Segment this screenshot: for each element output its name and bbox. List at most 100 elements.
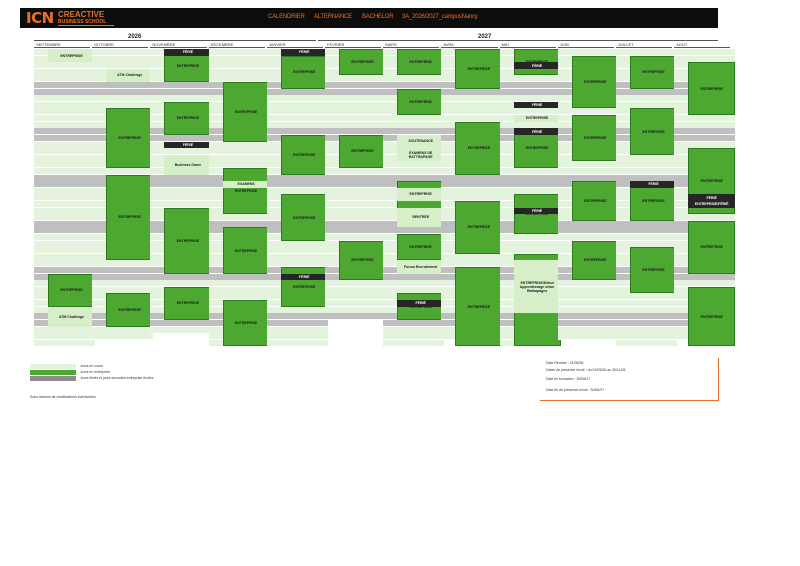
day-row: [616, 326, 677, 334]
day-row: [266, 108, 328, 116]
event-ferie: FÉRIÉ: [397, 300, 445, 307]
block-label: ENTREPRISE: [293, 152, 316, 157]
day-row: [383, 161, 445, 169]
day-row: [34, 247, 95, 255]
entreprise-block: ENTREPRISE: [106, 174, 154, 261]
legend-swatch-entreprise: [30, 370, 76, 375]
day-row: [150, 181, 212, 189]
day-row: [325, 293, 386, 301]
legend-text-3: Jours fériés et jours accordés entrepris…: [80, 376, 154, 380]
day-row: [325, 187, 386, 195]
day-row: [34, 134, 95, 142]
day-row: [616, 293, 677, 301]
day-row: [34, 214, 95, 222]
entreprise-block: ENTREPRISE: [630, 108, 677, 155]
logo-line-1: CREACTIVE: [58, 10, 105, 19]
day-row: [383, 121, 445, 129]
block-label: ENTREPRISE: [118, 215, 141, 220]
day-row: [499, 95, 561, 103]
day-row: [150, 88, 212, 96]
legend-swatch-ferie: [30, 376, 76, 381]
day-row: [92, 273, 154, 281]
day-row: [325, 214, 386, 222]
day-row: [383, 333, 445, 341]
day-row: [616, 319, 677, 327]
entreprise-block: ENTREPRISE: [571, 55, 619, 109]
day-row: [383, 115, 445, 123]
entreprise-block: ENTREPRISE: [222, 227, 270, 274]
event-ferie: FÉRIÉ: [513, 207, 561, 215]
block-label: ENTREPRISE: [642, 129, 665, 134]
day-row: [266, 121, 328, 129]
event-label: ENTREPRISE: [525, 116, 549, 121]
info-line-2: Dates de présence école : du 01/09/26 au…: [546, 368, 626, 372]
day-row: [616, 227, 677, 235]
entreprise-block: ENTREPRISE: [397, 49, 445, 76]
day-row: [499, 121, 561, 129]
block-label: ENTREPRISE: [176, 116, 200, 121]
day-row: [325, 95, 386, 103]
day-row: [92, 88, 154, 96]
event-ferie: FÉRIÉ: [280, 49, 328, 56]
info-line-3: Date fin formation : 30/06/27: [546, 377, 591, 381]
event-label: FÉRIÉ: [415, 301, 426, 306]
day-row: [441, 181, 503, 189]
day-row: [557, 326, 619, 334]
day-row: [34, 187, 95, 195]
day-row: [266, 333, 328, 341]
block-label: ENTREPRISE: [176, 63, 200, 68]
day-row: [34, 68, 95, 76]
day-row: [674, 134, 736, 142]
day-row: [383, 326, 445, 334]
day-row: [616, 174, 677, 182]
day-row: [208, 62, 270, 70]
day-row: [34, 174, 95, 182]
day-row: [557, 313, 619, 321]
year-bar-2027: [318, 40, 718, 41]
day-row: [266, 101, 328, 109]
event-label: RENTRÉE: [412, 215, 430, 220]
event-label: FÉRIÉ: [299, 50, 310, 55]
day-row: [208, 154, 270, 162]
logo-mark: ICN: [26, 9, 54, 27]
event-forum: Forum Recrutement: [397, 260, 445, 274]
day-row: [325, 121, 386, 129]
day-row: [34, 267, 95, 275]
day-row: [674, 214, 736, 222]
block-label: ENTREPRISE: [525, 212, 549, 217]
month-header-6: MARS: [383, 42, 440, 48]
day-row: [325, 227, 386, 235]
entreprise-block: ENTREPRISE: [688, 62, 736, 116]
day-row: [557, 300, 619, 308]
day-row: [441, 95, 503, 103]
event-label: SOUTENANCE: [408, 139, 433, 144]
entreprise-block: ENTREPRISE: [397, 293, 445, 320]
day-row: [34, 200, 95, 208]
day-row: [34, 339, 95, 347]
day-row: [499, 181, 561, 189]
day-row: [325, 174, 386, 182]
day-row: [150, 280, 212, 288]
day-row: [616, 333, 677, 341]
day-row: [92, 82, 154, 90]
day-row: [383, 167, 445, 175]
day-row: [92, 280, 154, 288]
day-row: [150, 326, 212, 334]
block-label: ENTREPRISE: [293, 70, 316, 75]
event-ferie: FÉRIÉ: [630, 181, 677, 188]
block-label: ENTREPRISE: [234, 248, 258, 253]
entreprise-block: ENTREPRISE: [571, 181, 619, 221]
day-row: [499, 167, 561, 175]
day-row: [616, 88, 677, 96]
info-line-4: Date fin de présence école : 30/06/27: [546, 388, 605, 392]
day-row: [557, 49, 619, 56]
block-label: ENTREPRISE: [351, 149, 374, 154]
entreprise-block: ENTREPRISE: [339, 49, 386, 76]
day-row: [266, 88, 328, 96]
day-row: [616, 339, 677, 347]
event-label: EXAMENS DE RATTRAPAGE: [408, 150, 433, 159]
event-label: FÉRIÉ: [531, 63, 543, 68]
day-row: [34, 181, 95, 189]
event-entreprise: ENTREPRISE: [48, 49, 95, 63]
block-label: ENTREPRISE: [293, 284, 316, 289]
